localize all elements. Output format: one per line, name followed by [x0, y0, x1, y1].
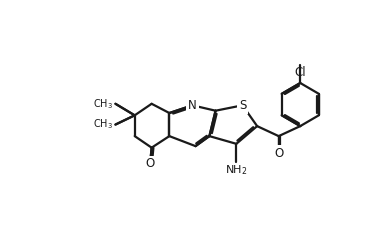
Text: Cl: Cl	[294, 66, 306, 79]
Text: N: N	[188, 99, 197, 112]
Text: S: S	[239, 99, 246, 112]
Text: O: O	[274, 147, 283, 160]
Text: CH$_3$: CH$_3$	[93, 118, 113, 131]
Text: CH$_3$: CH$_3$	[93, 97, 113, 111]
Text: O: O	[145, 157, 155, 170]
Text: NH$_2$: NH$_2$	[225, 163, 248, 177]
